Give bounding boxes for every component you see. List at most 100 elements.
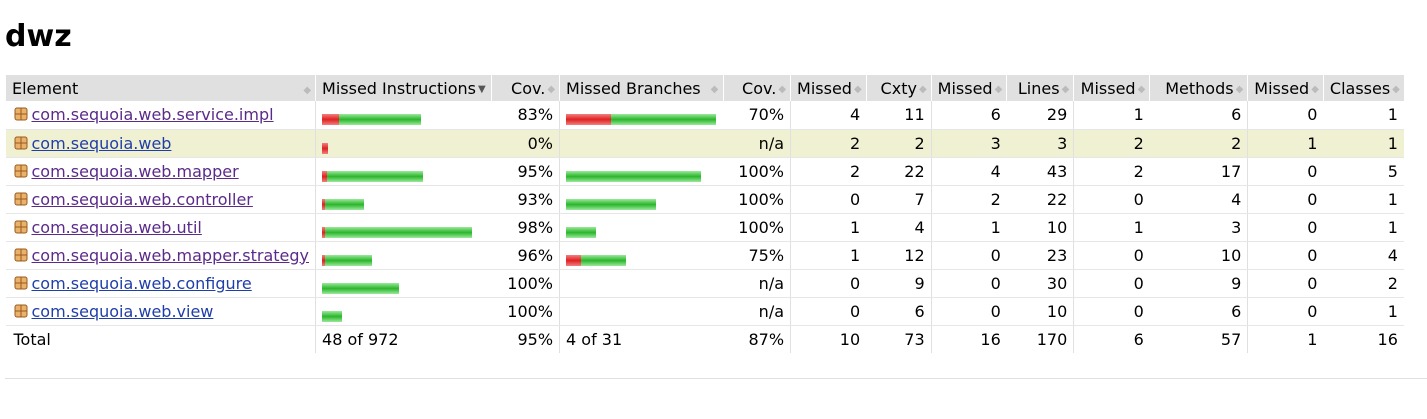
coverage-bar xyxy=(322,110,422,126)
sort-icon: ◆ xyxy=(1061,83,1070,95)
branches-bar-cell xyxy=(559,269,724,298)
col-missed-label: Missed xyxy=(937,78,993,98)
package-link[interactable]: com.sequoia.web.mapper.strategy xyxy=(31,245,310,265)
sort-icon: ◆ xyxy=(853,83,862,95)
total-branch-cov: 87% xyxy=(748,329,785,349)
instructions-bar-cell xyxy=(315,129,492,158)
missed-segment xyxy=(566,254,582,266)
sort-icon: ◆ xyxy=(303,84,312,96)
classes-cell: 1 xyxy=(1323,129,1404,158)
col-cxty[interactable]: Cxty ◆ xyxy=(865,75,932,101)
missed-segment xyxy=(322,254,326,266)
classes-cell: 2 xyxy=(1323,269,1404,298)
covered-segment xyxy=(325,198,365,210)
missed-lines-cell: 6 xyxy=(930,101,1007,130)
package-link[interactable]: com.sequoia.web.util xyxy=(31,217,202,237)
col-missed-instructions[interactable]: Missed Instructions ▼ xyxy=(315,75,492,101)
branches-bar-cell xyxy=(559,241,724,270)
methods-cell: 4 xyxy=(1149,185,1248,214)
instructions-bar-cell xyxy=(315,101,492,130)
col-cxty-label: Cxty xyxy=(880,78,917,98)
sort-icon: ◆ xyxy=(547,83,556,95)
branch-cov-cell: 100% xyxy=(723,213,791,242)
col-cov-label: Cov. xyxy=(742,78,777,98)
element-cell: com.sequoia.web.util xyxy=(5,213,316,242)
missed-classes-cell: 0 xyxy=(1247,185,1324,214)
col-missed-instructions-label: Missed Instructions xyxy=(322,78,476,98)
col-missed-label: Missed xyxy=(1080,78,1136,98)
col-cov-instructions[interactable]: Cov. ◆ xyxy=(491,75,560,101)
missed-segment xyxy=(322,170,328,182)
methods-cell: 6 xyxy=(1149,101,1248,130)
branches-bar-cell xyxy=(559,101,724,130)
sort-icon: ◆ xyxy=(994,83,1003,95)
package-link[interactable]: com.sequoia.web xyxy=(31,133,172,153)
missed-cxty-cell: 2 xyxy=(790,129,867,158)
col-missed-classes[interactable]: Missed ◆ xyxy=(1247,75,1324,101)
col-cov-branches[interactable]: Cov. ◆ xyxy=(723,75,791,101)
sort-icon: ◆ xyxy=(918,83,927,95)
package-link[interactable]: com.sequoia.web.service.impl xyxy=(31,105,274,125)
element-cell: com.sequoia.web.mapper xyxy=(5,157,316,186)
missed-classes-cell: 0 xyxy=(1247,101,1324,130)
instructions-bar-cell xyxy=(315,241,492,270)
methods-cell: 3 xyxy=(1149,213,1248,242)
coverage-bar xyxy=(322,139,329,154)
package-link[interactable]: com.sequoia.web.configure xyxy=(31,273,252,293)
package-icon xyxy=(14,275,28,289)
instructions-bar-cell xyxy=(315,185,492,214)
missed-methods-cell: 2 xyxy=(1073,129,1150,158)
missed-methods-cell: 0 xyxy=(1073,241,1150,270)
missed-lines-cell: 4 xyxy=(930,157,1007,186)
table-row: com.sequoia.web.mapper.strategy 96% 75% 1 12… xyxy=(5,241,1404,270)
lines-cell: 23 xyxy=(1006,241,1074,270)
col-lines[interactable]: Lines ◆ xyxy=(1006,75,1074,101)
sort-icon: ◆ xyxy=(1137,83,1146,95)
col-missed-label: Missed xyxy=(1254,78,1310,98)
missed-classes-cell: 0 xyxy=(1247,297,1324,326)
col-cov-label: Cov. xyxy=(511,78,546,98)
instr-cov-cell: 93% xyxy=(491,185,560,214)
package-icon xyxy=(14,247,28,261)
col-missed-lines[interactable]: Missed ◆ xyxy=(930,75,1007,101)
col-methods-label: Methods xyxy=(1165,78,1234,98)
total-classes: 16 xyxy=(1377,329,1398,349)
col-missed-cxty[interactable]: Missed ◆ xyxy=(790,75,867,101)
cxty-cell: 9 xyxy=(866,269,932,298)
methods-cell: 17 xyxy=(1149,157,1248,186)
coverage-bar xyxy=(566,167,702,182)
package-icon xyxy=(14,135,28,149)
package-link[interactable]: com.sequoia.web.controller xyxy=(31,189,253,209)
covered-segment xyxy=(325,226,473,238)
sort-icon: ◆ xyxy=(710,83,719,95)
table-row: com.sequoia.web.util 98% 100% 1 4 1 10 1 3 0 1 xyxy=(5,213,1404,242)
instructions-bar-cell xyxy=(315,213,492,242)
package-link[interactable]: com.sequoia.web.mapper xyxy=(31,161,239,181)
table-row: com.sequoia.web.mapper 95% 100% 2 22 4 43 2 17 0 5 xyxy=(5,157,1404,186)
covered-segment xyxy=(566,226,597,238)
lines-cell: 3 xyxy=(1006,129,1074,158)
covered-segment xyxy=(325,254,373,266)
element-cell: com.sequoia.web xyxy=(5,129,316,158)
classes-cell: 1 xyxy=(1323,101,1404,130)
lines-cell: 10 xyxy=(1006,213,1074,242)
missed-methods-cell: 1 xyxy=(1073,213,1150,242)
col-missed-branches[interactable]: Missed Branches ◆ xyxy=(559,75,724,101)
missed-methods-cell: 0 xyxy=(1073,185,1150,214)
lines-cell: 22 xyxy=(1006,185,1074,214)
package-icon xyxy=(14,106,28,121)
element-cell: com.sequoia.web.controller xyxy=(5,185,316,214)
col-classes[interactable]: Classes ◆ xyxy=(1322,75,1404,101)
cxty-cell: 7 xyxy=(866,185,932,214)
total-missed-cxty: 10 xyxy=(790,325,867,353)
col-methods[interactable]: Methods ◆ xyxy=(1149,75,1248,101)
element-cell: com.sequoia.web.mapper.strategy xyxy=(5,241,316,270)
package-link[interactable]: com.sequoia.web.view xyxy=(31,301,214,321)
col-element[interactable]: Element ◆ xyxy=(4,75,316,101)
total-row: Total 48 of 972 95% 4 of 31 87% 10 73 16… xyxy=(6,325,1404,353)
covered-segment xyxy=(611,114,717,126)
cxty-cell: 11 xyxy=(866,101,932,130)
branches-bar-cell xyxy=(559,157,724,186)
covered-segment xyxy=(566,170,702,182)
col-missed-methods[interactable]: Missed ◆ xyxy=(1073,75,1150,101)
